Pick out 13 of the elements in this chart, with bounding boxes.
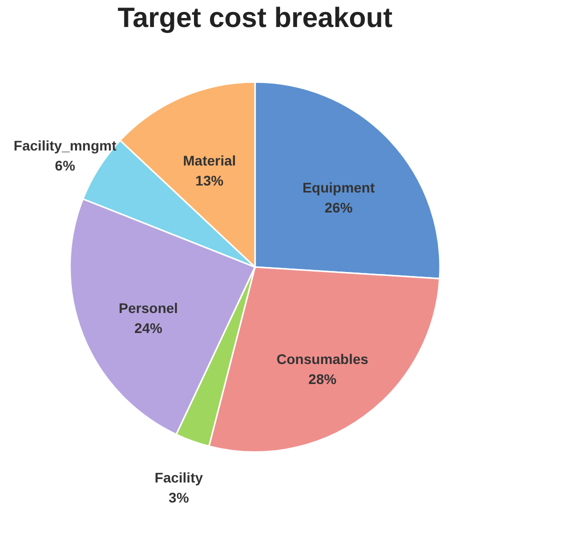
slice-label: Personel xyxy=(118,300,178,316)
data-label: 28% xyxy=(308,370,337,387)
slice-label: Consumables xyxy=(276,350,369,367)
slice-label: Material xyxy=(182,152,236,169)
slice-label: Facility xyxy=(154,470,204,486)
data-label: 26% xyxy=(324,199,354,216)
data-label: 24% xyxy=(134,320,163,336)
slice-label: Facility_mngmt xyxy=(14,137,117,154)
data-label: 3% xyxy=(168,490,190,506)
data-label: 13% xyxy=(195,172,224,189)
slice-label: Equipment xyxy=(302,179,376,196)
chart-title: Target cost breakout xyxy=(118,2,392,33)
data-label: 6% xyxy=(54,157,76,174)
